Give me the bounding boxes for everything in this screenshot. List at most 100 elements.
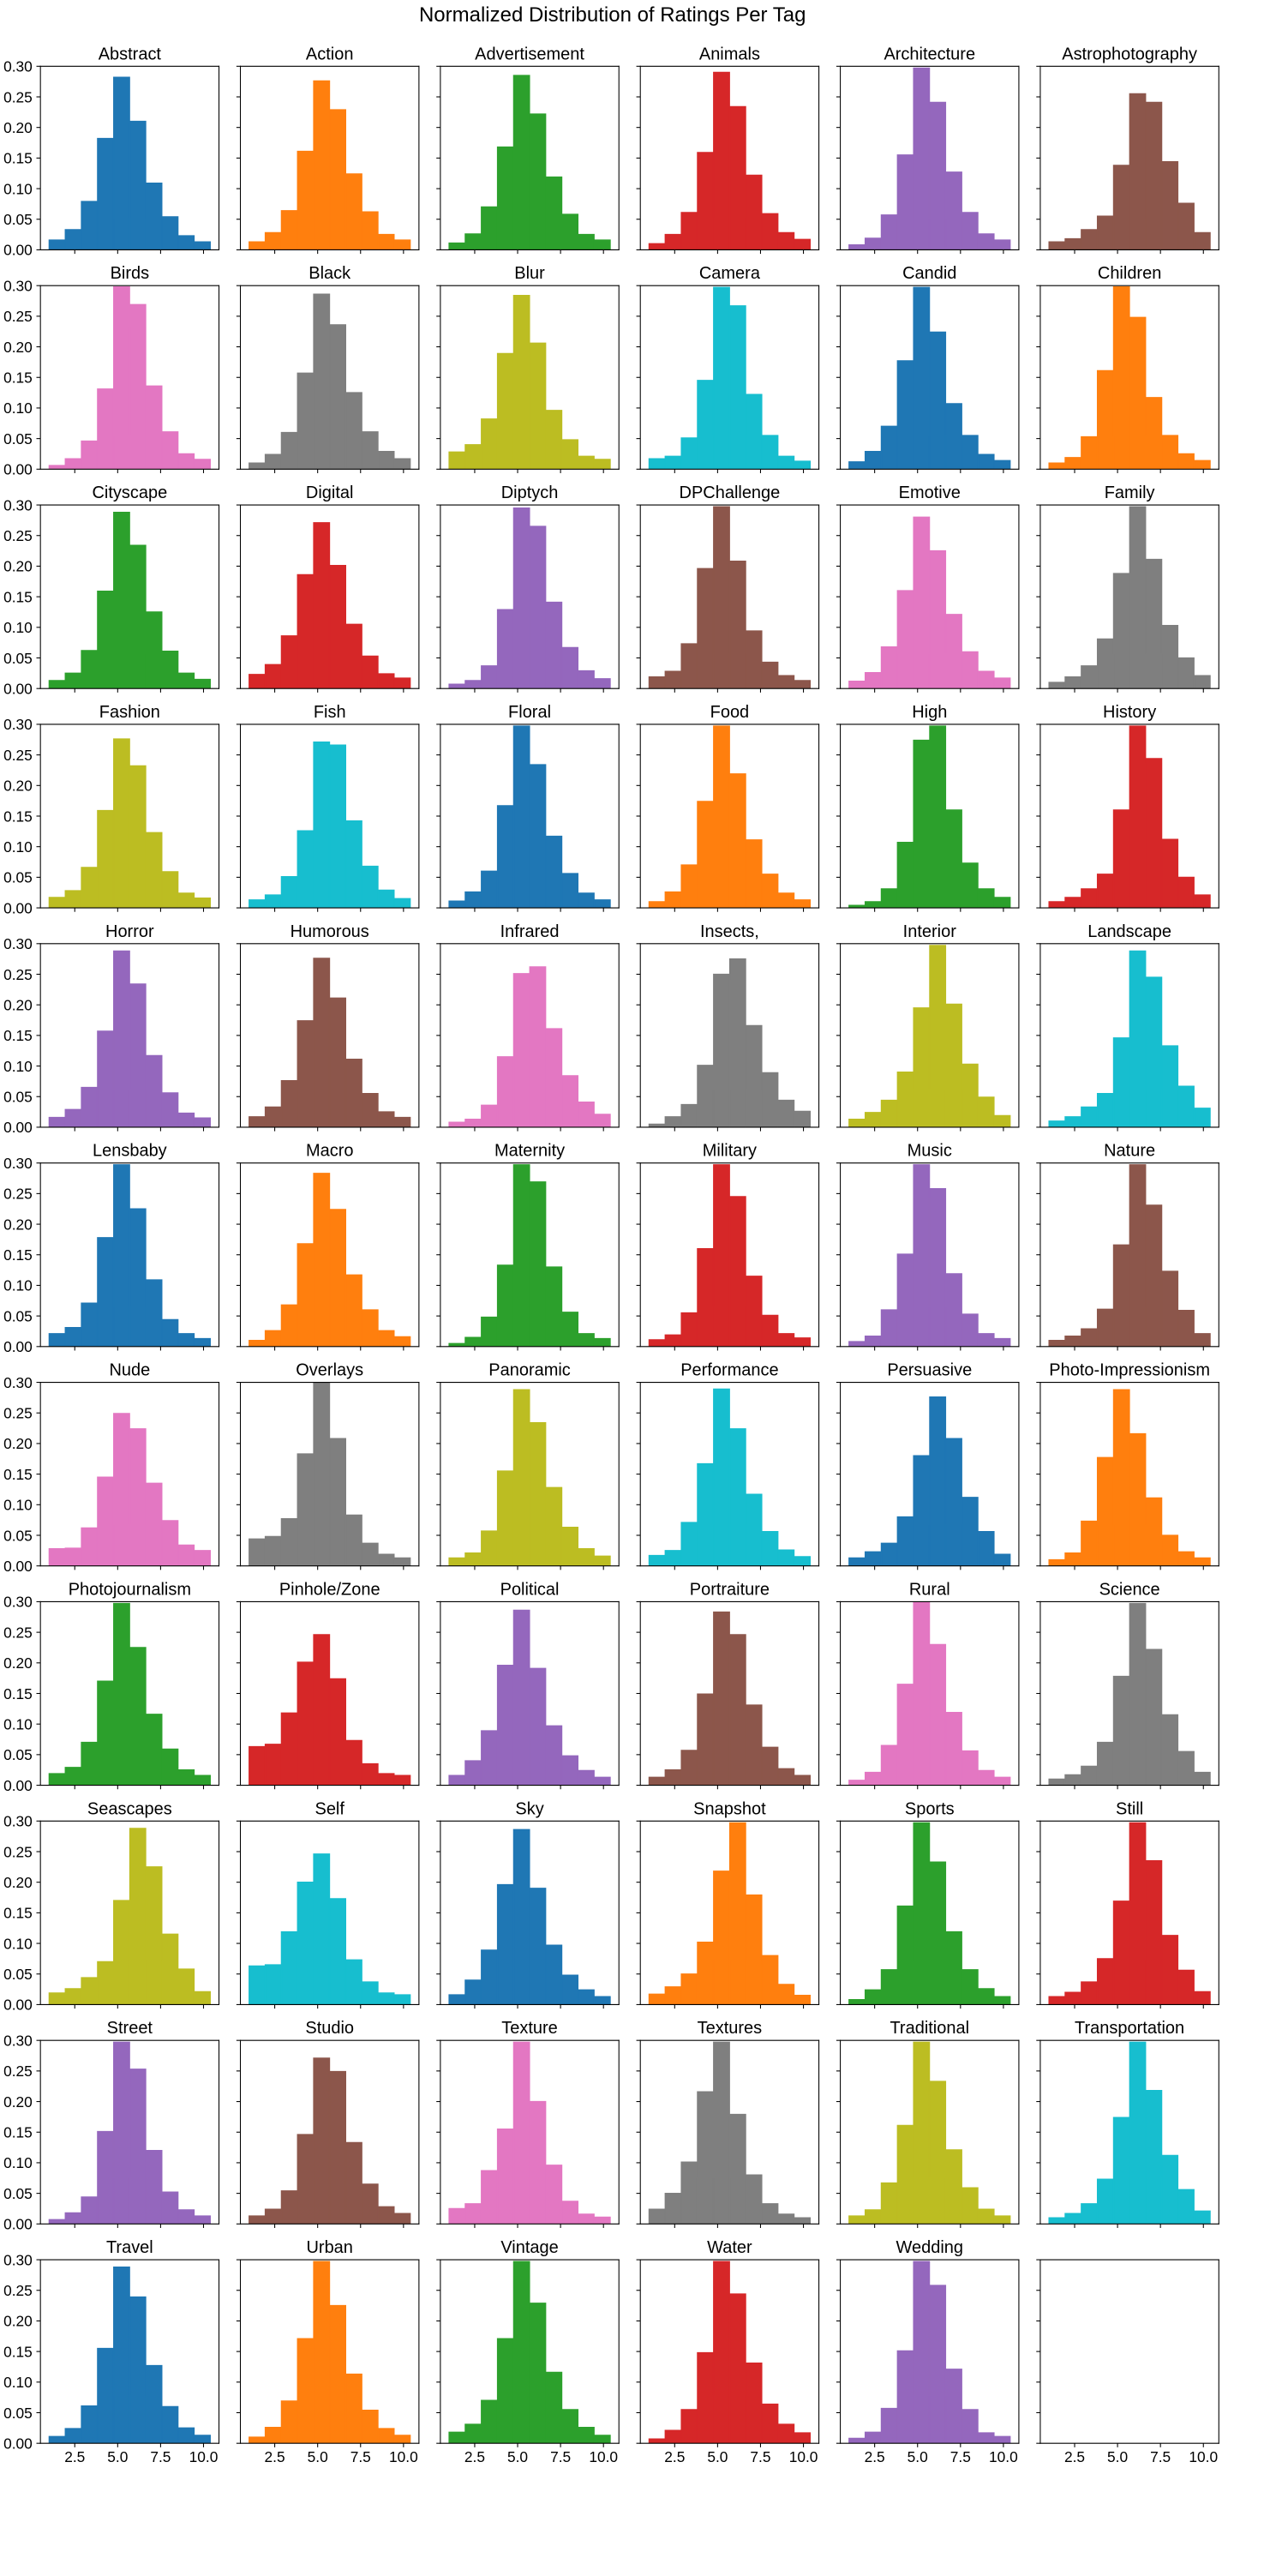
svg-text:Birds: Birds: [111, 264, 150, 283]
svg-text:Floral: Floral: [508, 703, 551, 722]
svg-text:0.05: 0.05: [3, 1966, 33, 1983]
svg-text:0.05: 0.05: [3, 1527, 33, 1544]
svg-text:Lensbaby: Lensbaby: [93, 1142, 167, 1161]
svg-text:0.30: 0.30: [3, 496, 33, 513]
svg-text:0.15: 0.15: [3, 2343, 33, 2360]
svg-text:0.25: 0.25: [3, 1405, 33, 1422]
svg-text:2.5: 2.5: [664, 2448, 685, 2465]
svg-text:0.00: 0.00: [3, 680, 33, 697]
svg-text:0.10: 0.10: [3, 1277, 33, 1294]
svg-text:Snapshot: Snapshot: [693, 1799, 766, 1818]
svg-text:5.0: 5.0: [507, 2448, 528, 2465]
svg-text:0.25: 0.25: [3, 308, 33, 325]
svg-text:7.5: 7.5: [950, 2448, 971, 2465]
svg-text:Children: Children: [1098, 264, 1161, 283]
svg-text:2.5: 2.5: [64, 2448, 85, 2465]
svg-text:Emotive: Emotive: [899, 483, 961, 502]
svg-text:0.05: 0.05: [3, 2405, 33, 2422]
svg-text:0.15: 0.15: [3, 1905, 33, 1922]
svg-text:7.5: 7.5: [350, 2448, 371, 2465]
svg-text:0.20: 0.20: [3, 339, 33, 356]
svg-text:Action: Action: [306, 45, 354, 63]
svg-text:2.5: 2.5: [865, 2448, 885, 2465]
svg-text:2.5: 2.5: [464, 2448, 485, 2465]
svg-text:0.30: 0.30: [3, 58, 33, 75]
svg-text:0.25: 0.25: [3, 527, 33, 544]
svg-text:0.05: 0.05: [3, 650, 33, 667]
svg-text:0.15: 0.15: [3, 588, 33, 605]
svg-text:10.0: 10.0: [1189, 2448, 1218, 2465]
svg-text:Overlays: Overlays: [296, 1361, 363, 1380]
svg-text:5.0: 5.0: [308, 2448, 328, 2465]
svg-text:Photojournalism: Photojournalism: [69, 1580, 191, 1599]
svg-text:0.00: 0.00: [3, 1997, 33, 2014]
svg-text:Portraiture: Portraiture: [690, 1580, 770, 1599]
svg-text:Music: Music: [908, 1142, 952, 1161]
svg-text:0.20: 0.20: [3, 1654, 33, 1672]
svg-text:Family: Family: [1105, 483, 1155, 502]
svg-text:Nature: Nature: [1104, 1142, 1155, 1161]
svg-text:Macro: Macro: [306, 1142, 354, 1161]
svg-text:Animals: Animals: [699, 45, 760, 63]
svg-text:Persuasive: Persuasive: [887, 1361, 972, 1380]
svg-text:0.05: 0.05: [3, 869, 33, 886]
svg-text:Horror: Horror: [105, 922, 154, 941]
svg-text:0.00: 0.00: [3, 1119, 33, 1136]
svg-text:Advertisement: Advertisement: [475, 45, 584, 63]
svg-text:0.15: 0.15: [3, 2124, 33, 2141]
svg-text:0.25: 0.25: [3, 1186, 33, 1203]
svg-text:Photo-Impressionism: Photo-Impressionism: [1049, 1361, 1210, 1380]
svg-text:Self: Self: [315, 1799, 344, 1818]
svg-text:10.0: 10.0: [589, 2448, 618, 2465]
svg-text:5.0: 5.0: [908, 2448, 928, 2465]
svg-text:Fashion: Fashion: [99, 703, 160, 722]
svg-text:0.15: 0.15: [3, 1466, 33, 1483]
svg-text:Science: Science: [1099, 1580, 1160, 1599]
svg-text:Seascapes: Seascapes: [87, 1799, 172, 1818]
svg-text:Abstract: Abstract: [99, 45, 162, 63]
svg-text:5.0: 5.0: [707, 2448, 728, 2465]
svg-text:Architecture: Architecture: [884, 45, 975, 63]
svg-text:0.15: 0.15: [3, 369, 33, 387]
svg-text:7.5: 7.5: [550, 2448, 571, 2465]
svg-text:Insects,: Insects,: [700, 922, 759, 941]
svg-text:Pinhole/Zone: Pinhole/Zone: [279, 1580, 380, 1599]
svg-text:0.00: 0.00: [3, 1558, 33, 1575]
svg-text:0.25: 0.25: [3, 2063, 33, 2080]
svg-text:Maternity: Maternity: [494, 1142, 565, 1161]
svg-text:0.05: 0.05: [3, 1746, 33, 1763]
svg-text:2.5: 2.5: [265, 2448, 285, 2465]
svg-text:0.30: 0.30: [3, 1813, 33, 1830]
svg-text:Street: Street: [107, 2019, 153, 2038]
svg-text:0.20: 0.20: [3, 1435, 33, 1452]
svg-text:0.05: 0.05: [3, 1089, 33, 1106]
svg-text:0.00: 0.00: [3, 1777, 33, 1794]
svg-text:Water: Water: [707, 2238, 752, 2257]
svg-text:5.0: 5.0: [1107, 2448, 1128, 2465]
svg-text:High: High: [912, 703, 947, 722]
svg-text:2.5: 2.5: [1064, 2448, 1085, 2465]
svg-text:0.05: 0.05: [3, 2185, 33, 2202]
svg-text:0.10: 0.10: [3, 399, 33, 417]
svg-text:0.25: 0.25: [3, 747, 33, 764]
svg-text:0.30: 0.30: [3, 277, 33, 294]
svg-text:DPChallenge: DPChallenge: [680, 483, 781, 502]
svg-text:Political: Political: [500, 1580, 560, 1599]
svg-text:0.30: 0.30: [3, 935, 33, 952]
svg-text:Nude: Nude: [109, 1361, 150, 1380]
svg-text:Fish: Fish: [314, 703, 346, 722]
svg-text:0.30: 0.30: [3, 1155, 33, 1172]
svg-text:0.00: 0.00: [3, 242, 33, 259]
svg-text:0.10: 0.10: [3, 2374, 33, 2391]
svg-text:Urban: Urban: [306, 2238, 352, 2257]
svg-text:7.5: 7.5: [1150, 2448, 1171, 2465]
svg-text:Candid: Candid: [902, 264, 956, 283]
svg-text:0.10: 0.10: [3, 1715, 33, 1732]
svg-text:Military: Military: [703, 1142, 757, 1161]
svg-text:0.20: 0.20: [3, 778, 33, 795]
svg-text:Textures: Textures: [698, 2019, 763, 2038]
svg-text:0.15: 0.15: [3, 150, 33, 167]
svg-text:0.00: 0.00: [3, 2216, 33, 2233]
svg-text:0.20: 0.20: [3, 2313, 33, 2330]
svg-text:Traditional: Traditional: [890, 2019, 969, 2038]
